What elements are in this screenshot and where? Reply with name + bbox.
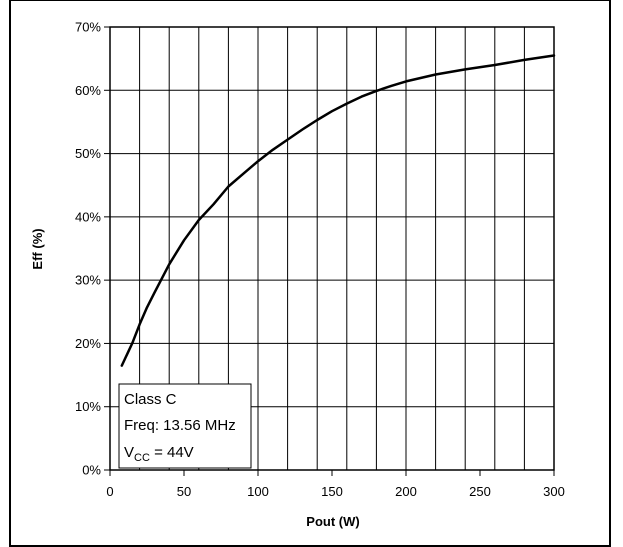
y-tick-label: 20%: [75, 336, 101, 351]
x-tick-label: 250: [469, 484, 491, 499]
axis-ticks: 0% 10% 20% 30% 40% 50% 60% 70% 0 50 100 150 200 250 30…: [75, 20, 565, 500]
x-tick-label: 0: [106, 484, 113, 499]
annotation-vcc-symbol: V: [124, 444, 134, 461]
y-tick-label: 40%: [75, 209, 101, 224]
annotation-freq-line: Freq: 13.56 MHz: [124, 417, 236, 434]
annotation-vcc-value: = 44V: [150, 444, 194, 461]
efficiency-curve: [120, 54, 556, 367]
x-tick-label: 150: [321, 484, 343, 499]
y-tick-label: 10%: [75, 399, 101, 414]
y-tick-label: 60%: [75, 83, 101, 98]
y-tick-label: 50%: [75, 146, 101, 161]
annotation-box: Class C Freq: 13.56 MHz VCC = 44V: [118, 383, 252, 469]
x-tick-label: 100: [247, 484, 269, 499]
x-tick-label: 50: [177, 484, 191, 499]
annotation-frame: [118, 383, 252, 469]
x-tick-label: 200: [395, 484, 417, 499]
grid: [110, 27, 554, 470]
y-tick-label: 0%: [82, 463, 101, 478]
annotation-class-line: Class C: [124, 391, 177, 408]
series-layer: [120, 54, 556, 367]
y-tick-label: 30%: [75, 273, 101, 288]
y-tick-label: 70%: [75, 20, 101, 35]
annotation-vcc-subscript: CC: [134, 452, 150, 464]
y-axis-title: Eff (%): [30, 228, 45, 269]
x-tick-label: 300: [543, 484, 565, 499]
annotation-vcc-line: VCC = 44V: [124, 444, 194, 464]
x-axis-title: Pout (W): [306, 514, 359, 529]
